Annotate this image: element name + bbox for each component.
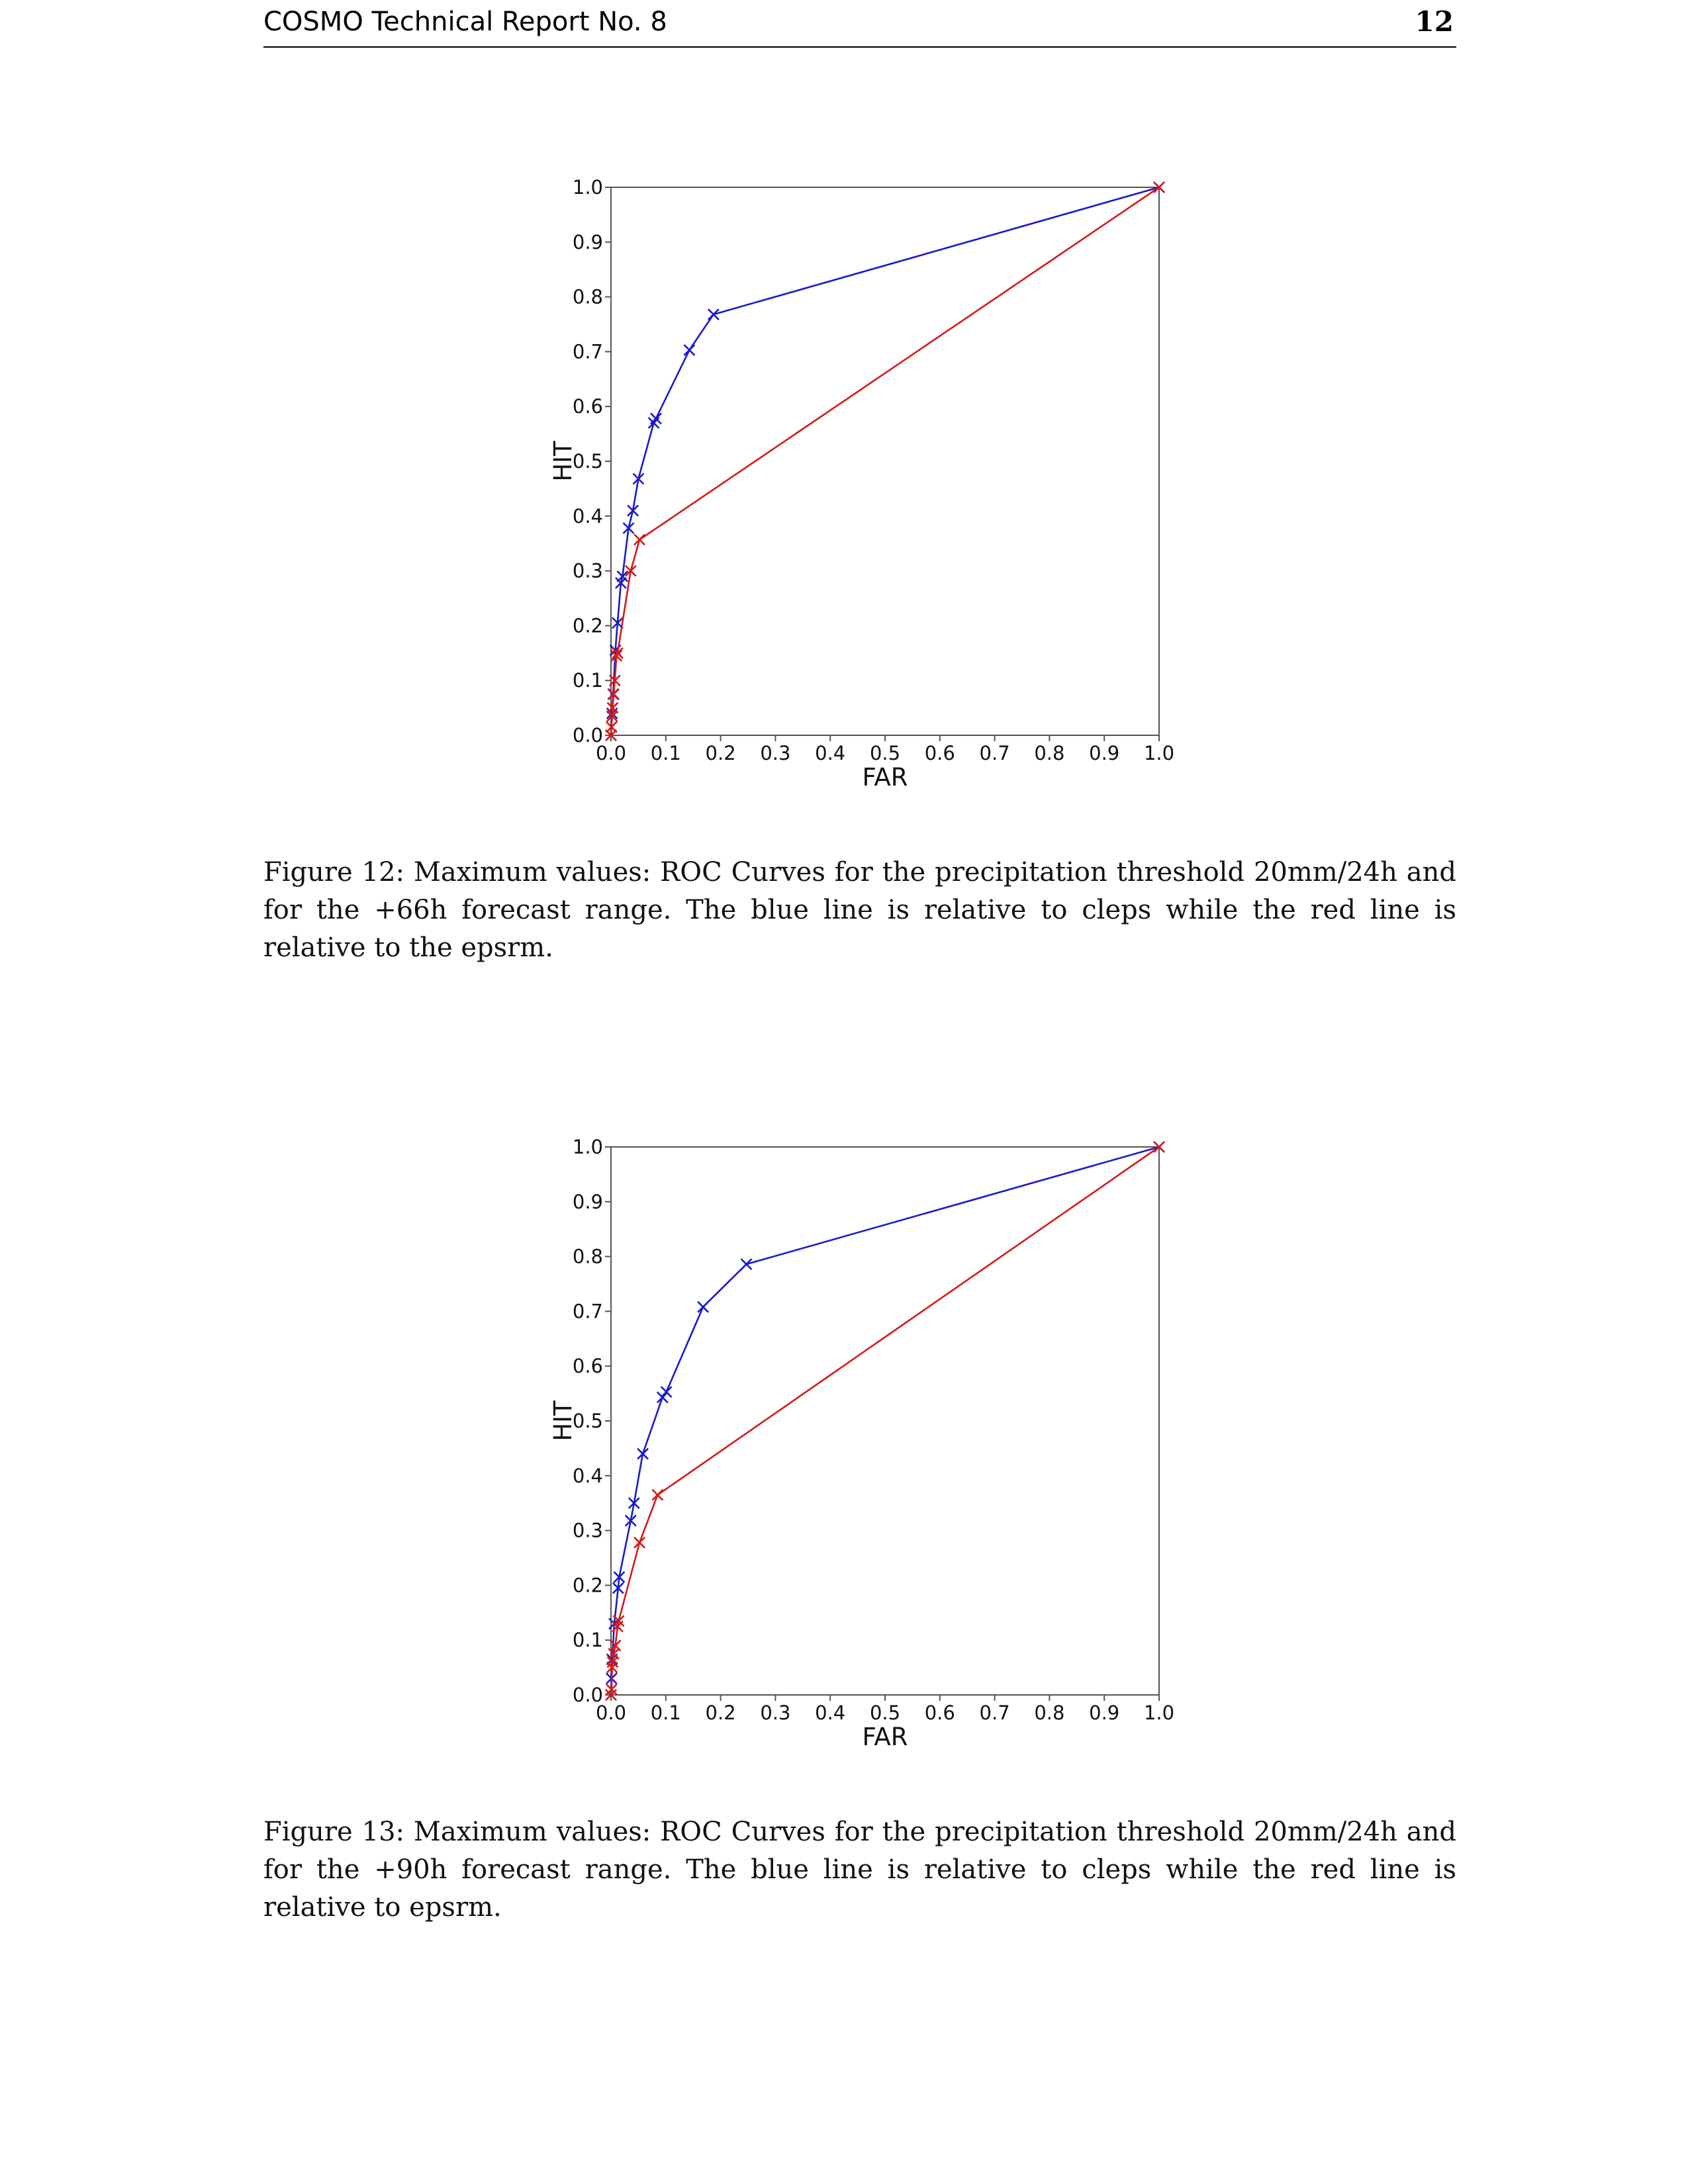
y-tick-label: 0.5 — [573, 450, 603, 473]
x-tick-label: 0.7 — [980, 1702, 1010, 1724]
data-point-marker — [697, 1300, 710, 1313]
x-tick-label: 1.0 — [1144, 742, 1174, 764]
data-point-marker — [624, 565, 637, 577]
x-tick-label: 0.9 — [1089, 1702, 1119, 1724]
x-tick-label: 0.6 — [925, 1702, 955, 1724]
plot-frame — [610, 1146, 1160, 1696]
series-line-0 — [610, 186, 1160, 736]
page-header: COSMO Technical Report No. 8 12 — [263, 5, 1456, 48]
data-point-marker — [609, 1639, 622, 1652]
series-line-0 — [610, 1146, 1160, 1696]
x-tick-label: 0.7 — [980, 742, 1010, 764]
x-axis-label: FAR — [863, 1723, 908, 1751]
x-tick-label: 0.9 — [1089, 742, 1119, 764]
y-tick-label: 0.6 — [573, 395, 603, 418]
y-tick-label: 0.5 — [573, 1410, 603, 1432]
x-tick-label: 0.5 — [870, 742, 900, 764]
x-tick-label: 0.8 — [1034, 742, 1064, 764]
x-tick-label: 0.4 — [815, 1702, 845, 1724]
y-tick-label: 0.8 — [573, 1246, 603, 1268]
data-point-marker — [649, 412, 662, 425]
y-tick-label: 0.7 — [573, 340, 603, 363]
data-point-marker — [632, 473, 645, 485]
x-tick-label: 0.2 — [706, 1702, 736, 1724]
y-tick-label: 0.4 — [573, 1465, 603, 1487]
data-point-marker — [606, 702, 619, 714]
data-point-marker — [656, 1391, 669, 1404]
data-point-marker — [633, 1536, 645, 1549]
y-tick-label: 0.3 — [573, 560, 603, 582]
data-point-marker — [624, 1514, 637, 1527]
data-point-marker — [608, 674, 621, 687]
y-tick-label: 0.2 — [573, 614, 603, 637]
data-point-marker — [651, 1488, 664, 1501]
data-point-marker — [610, 650, 623, 662]
data-point-marker — [612, 647, 624, 659]
figure-12-caption: Figure 12: Maximum values: ROC Curves fo… — [263, 857, 1456, 963]
data-point-marker — [612, 1615, 625, 1627]
page-number: 12 — [1415, 5, 1454, 38]
y-axis-label: HIT — [549, 1400, 577, 1441]
x-tick-label: 0.3 — [760, 742, 790, 764]
y-tick-label: 0.0 — [573, 1684, 603, 1706]
roc-chart-fig12: 0.0 0.1 0.2 0.3 0.4 0.5 0.6 0.7 0.8 0.9 1.0 0.0 0.1 0… — [516, 159, 1178, 801]
roc-chart-fig12-svg: 0.0 0.1 0.2 0.3 0.4 0.5 0.6 0.7 0.8 0.9 1.0 0.0 0.1 0… — [549, 176, 1174, 792]
x-tick-label: 0.6 — [925, 742, 955, 764]
x-tick-label: 1.0 — [1144, 1702, 1174, 1724]
data-point-marker — [683, 343, 696, 356]
y-tick-label: 1.0 — [573, 1136, 603, 1158]
x-tick-label: 0.3 — [760, 1702, 790, 1724]
roc-chart-fig13: 0.0 0.1 0.2 0.3 0.4 0.5 0.6 0.7 0.8 0.9 1.0 0.0 0.1 0… — [516, 1118, 1178, 1760]
figure-13-caption: Figure 13: Maximum values: ROC Curves fo… — [263, 1817, 1456, 1923]
y-tick-label: 0.1 — [573, 669, 603, 692]
x-tick-label: 0.4 — [815, 742, 845, 764]
y-tick-label: 0.3 — [573, 1520, 603, 1542]
x-tick-label: 0.1 — [651, 742, 681, 764]
y-tick-label: 0.0 — [573, 724, 603, 747]
data-point-marker — [622, 522, 635, 534]
data-point-marker — [605, 721, 618, 733]
x-tick-label: 0.5 — [870, 1702, 900, 1724]
y-tick-label: 0.2 — [573, 1574, 603, 1596]
y-tick-label: 0.9 — [573, 1191, 603, 1213]
plot-frame — [610, 187, 1160, 736]
y-tick-label: 0.4 — [573, 505, 603, 527]
x-tick-label: 0.2 — [706, 742, 736, 764]
y-tick-label: 0.9 — [573, 231, 603, 253]
data-point-marker — [707, 308, 720, 321]
y-tick-label: 0.8 — [573, 286, 603, 308]
x-tick-label: 0.1 — [651, 1702, 681, 1724]
data-point-marker — [633, 533, 645, 546]
data-point-marker — [608, 688, 620, 700]
roc-chart-fig13-svg: 0.0 0.1 0.2 0.3 0.4 0.5 0.6 0.7 0.8 0.9 1.0 0.0 0.1 0… — [549, 1136, 1174, 1751]
x-tick-label: 0.0 — [596, 1702, 626, 1724]
data-point-marker — [627, 504, 639, 517]
y-axis-label: HIT — [549, 441, 577, 482]
report-title: COSMO Technical Report No. 8 — [263, 7, 667, 37]
x-axis-label: FAR — [863, 763, 908, 792]
data-point-marker — [616, 570, 629, 582]
data-point-marker — [1153, 181, 1165, 193]
y-tick-label: 0.7 — [573, 1300, 603, 1322]
data-point-marker — [605, 1683, 618, 1696]
series-line-1 — [610, 1146, 1160, 1696]
data-point-marker — [628, 1497, 640, 1510]
x-tick-label: 0.0 — [596, 742, 626, 764]
y-tick-label: 1.0 — [573, 176, 603, 199]
data-point-marker — [637, 1447, 649, 1460]
data-point-marker — [740, 1258, 753, 1271]
data-point-marker — [613, 1571, 626, 1583]
x-tick-label: 0.8 — [1034, 1702, 1064, 1724]
data-point-marker — [612, 1582, 624, 1594]
data-point-marker — [1153, 1141, 1165, 1153]
y-tick-label: 0.6 — [573, 1355, 603, 1377]
data-point-marker — [660, 1386, 673, 1398]
y-tick-label: 0.1 — [573, 1629, 603, 1651]
series-line-1 — [610, 186, 1160, 736]
